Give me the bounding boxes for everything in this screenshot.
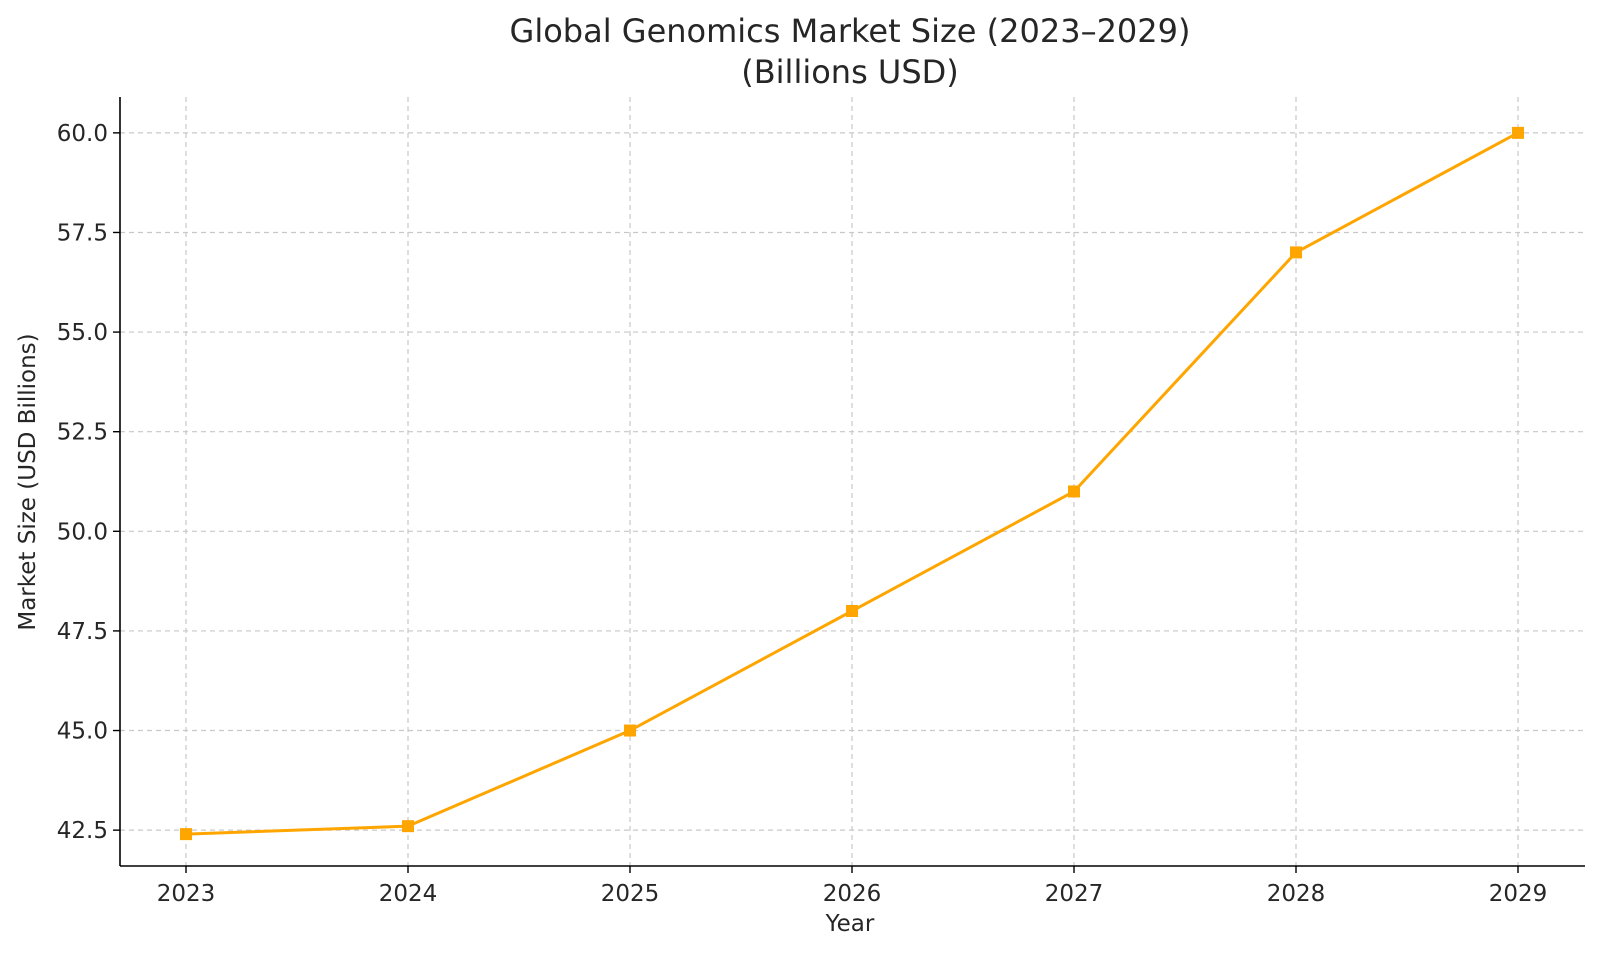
y-tick-label: 47.5 <box>57 619 108 645</box>
axes <box>119 97 1585 867</box>
y-tick-label: 42.5 <box>57 818 108 844</box>
data-point-marker <box>1512 126 1524 139</box>
y-tick-label: 57.5 <box>57 220 108 246</box>
y-tick-label: 50.0 <box>57 519 108 545</box>
y-tick-label: 52.5 <box>57 420 108 446</box>
data-point-marker <box>624 724 636 737</box>
data-point-marker <box>402 820 414 833</box>
data-point-marker <box>180 828 192 841</box>
x-tick-label: 2023 <box>157 881 216 907</box>
y-tick-label: 55.0 <box>57 320 108 346</box>
x-tick-label: 2024 <box>379 881 438 907</box>
y-axis-label: Market Size (USD Billions) <box>15 333 41 630</box>
y-tick-label: 45.0 <box>57 719 108 745</box>
grid <box>120 97 1585 866</box>
x-tick-label: 2028 <box>1267 881 1326 907</box>
data-point-marker <box>1290 246 1302 259</box>
x-tick-label: 2026 <box>823 881 882 907</box>
x-axis-label: Year <box>825 911 875 937</box>
data-point-marker <box>846 604 858 617</box>
x-tick-label: 2027 <box>1045 881 1104 907</box>
chart-title: Global Genomics Market Size (2023–2029) <box>510 12 1191 50</box>
data-point-marker <box>1068 485 1080 498</box>
x-tick-label: 2025 <box>601 881 660 907</box>
ticks: 2023 2024 2025 2026 2027 2028 2029 42.5 45.0 47.5… <box>57 121 1547 907</box>
series <box>180 126 1524 841</box>
chart-subtitle: (Billions USD) <box>741 53 959 91</box>
y-tick-label: 60.0 <box>57 121 108 147</box>
x-tick-label: 2029 <box>1489 881 1548 907</box>
